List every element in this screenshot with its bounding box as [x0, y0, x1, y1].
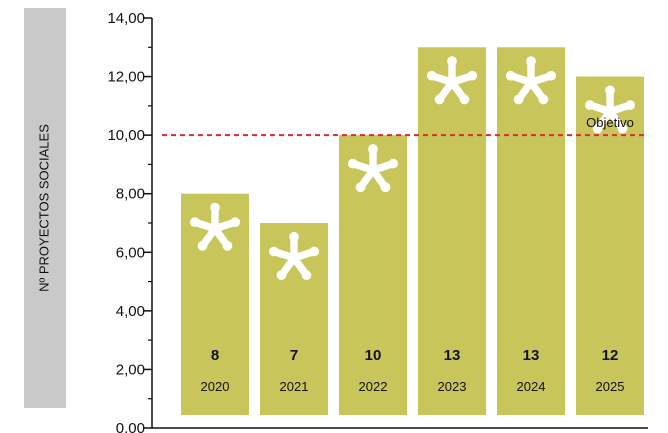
- asterisk-icon: [584, 85, 636, 134]
- bar-value-label: 10: [365, 347, 382, 364]
- x-category-label: 2023: [438, 379, 467, 394]
- bar: [339, 135, 407, 415]
- bars-layer: 8 2020 7 2021 10 2022 13 2023 13 2024 12 2025: [181, 47, 644, 416]
- bar-value-label: 12: [602, 347, 619, 364]
- y-tick-label: 2,00: [116, 361, 145, 378]
- asterisk-center: [604, 106, 616, 117]
- asterisk-arm-end: [505, 70, 516, 81]
- asterisk-arm-end: [347, 158, 358, 169]
- y-tick-label: 6,00: [116, 244, 145, 261]
- x-category-label: 2024: [517, 379, 546, 394]
- asterisk-arm-end: [434, 94, 445, 105]
- y-tick-label: 4,00: [116, 303, 145, 320]
- target-label: Objetivo: [586, 115, 634, 130]
- asterisk-arm-end: [617, 123, 628, 134]
- asterisk-icon: [347, 144, 399, 193]
- asterisk-arm-end: [309, 246, 320, 257]
- bar-group: 7 2021: [260, 223, 328, 415]
- asterisk-center: [209, 223, 221, 235]
- asterisk-arm-end: [222, 240, 233, 251]
- asterisk-arm-end: [230, 217, 241, 228]
- asterisk-center: [367, 164, 379, 176]
- bar-value-label: 13: [523, 347, 540, 364]
- asterisk-arm-end: [276, 270, 287, 281]
- y-axis-label: Nº PROYECTOS SOCIALES: [36, 124, 51, 292]
- asterisk-arm-end: [426, 70, 437, 81]
- y-tick-label: 8,00: [116, 186, 145, 203]
- bar-group: 8 2020: [181, 193, 249, 415]
- bar: [418, 47, 486, 416]
- asterisk-arm-end: [355, 182, 366, 193]
- asterisk-arm-end: [592, 123, 603, 134]
- asterisk-arm-end: [210, 202, 220, 213]
- asterisk-arm-end: [289, 231, 299, 242]
- x-category-label: 2020: [201, 379, 230, 394]
- asterisk-arm-end: [368, 144, 378, 154]
- asterisk-center: [446, 76, 458, 88]
- asterisk-arm-end: [380, 182, 391, 193]
- asterisk-arm-end: [459, 94, 470, 105]
- bar-group: 10 2022: [339, 135, 407, 415]
- asterisk-icon: [189, 202, 241, 251]
- bar-group: 13 2024: [497, 47, 565, 416]
- asterisk-arm-end: [526, 56, 536, 66]
- asterisk-arm-end: [268, 246, 279, 257]
- x-category-label: 2025: [596, 379, 625, 394]
- bar-value-label: 13: [444, 347, 461, 364]
- asterisk-arm-end: [189, 217, 200, 228]
- y-tick-label: 10,00: [107, 127, 145, 144]
- bar-value-label: 8: [211, 347, 219, 364]
- asterisk-center: [525, 76, 537, 88]
- y-tick-label: 12,00: [107, 69, 145, 86]
- bar-value-label: 7: [290, 347, 298, 364]
- y-tick-label: 0.00: [116, 420, 145, 433]
- bar-group: 12 2025: [576, 76, 644, 416]
- bar: [576, 76, 644, 416]
- asterisk-center: [288, 252, 300, 264]
- asterisk-icon: [505, 56, 557, 105]
- asterisk-arm-end: [625, 100, 636, 110]
- asterisk-arm-end: [467, 70, 478, 81]
- asterisk-icon: [426, 56, 478, 105]
- bar-group: 13 2023: [418, 47, 486, 416]
- asterisk-arm-end: [447, 56, 457, 66]
- y-tick-label: 14,00: [107, 10, 145, 27]
- asterisk-arm-end: [538, 94, 549, 105]
- asterisk-arm-end: [197, 240, 208, 251]
- x-category-label: 2021: [280, 379, 309, 394]
- asterisk-arm-end: [301, 270, 312, 281]
- y-axis-label-panel: Nº PROYECTOS SOCIALES: [24, 8, 66, 408]
- asterisk-icon: [268, 231, 320, 281]
- axes: 0.00 2,00 4,00 6,00 8,00 10,00 12,00 14,00: [107, 10, 648, 433]
- y-axis-label-background: [24, 8, 66, 408]
- bar: [497, 47, 565, 416]
- asterisk-arm-end: [584, 100, 595, 110]
- asterisk-arm-end: [513, 94, 524, 105]
- x-category-label: 2022: [359, 379, 388, 394]
- asterisk-arm-end: [388, 158, 399, 169]
- asterisk-arm-end: [546, 70, 557, 81]
- asterisk-arm-end: [605, 85, 615, 96]
- overlays-layer: Objetivo: [162, 115, 644, 137]
